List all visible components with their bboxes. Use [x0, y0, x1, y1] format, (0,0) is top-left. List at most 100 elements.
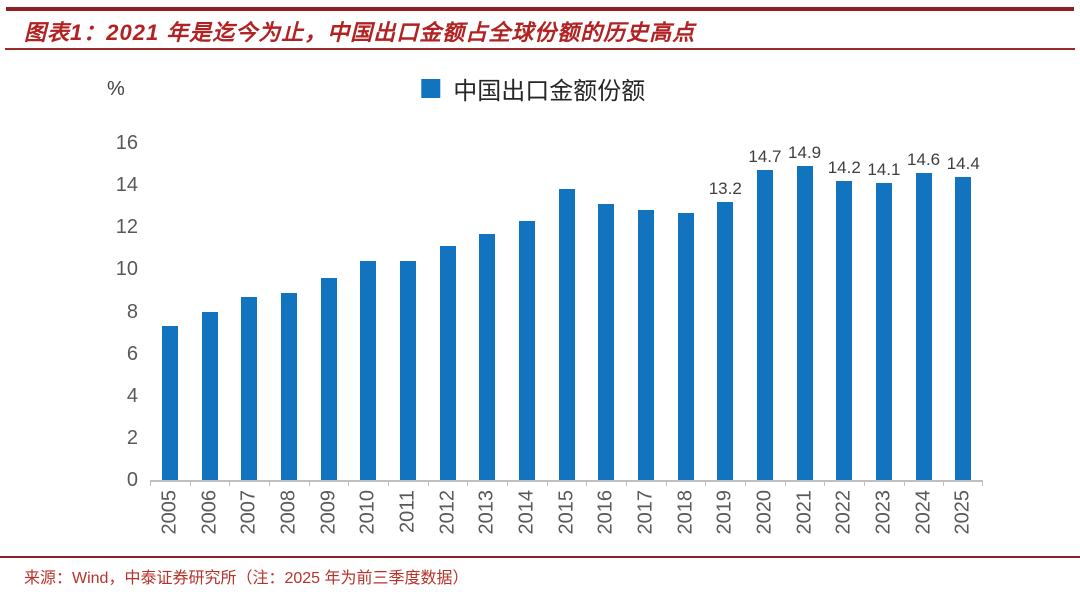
x-axis-tick-label: 2024 [912, 490, 935, 535]
bar-cell: 2011 [388, 143, 428, 533]
bar-cell: 13.2 2019 [705, 143, 745, 535]
bar [558, 189, 575, 480]
bar-value-label: 14.6 [907, 149, 941, 169]
x-axis-tick [427, 480, 429, 486]
y-tick-label: 14 [115, 174, 138, 197]
bar [756, 170, 773, 480]
x-axis-tick [229, 480, 231, 486]
bar-value-label: 13.2 [708, 178, 742, 198]
x-axis-tick-label: 2011 [396, 490, 419, 534]
bar [161, 326, 178, 480]
x-axis-tick-label: 2023 [872, 490, 895, 535]
bar [836, 180, 853, 480]
x-axis-tick-label: 2014 [515, 490, 538, 535]
x-axis-tick [269, 480, 271, 486]
figure-title: 图表1：2021 年是迄今为止，中国出口金额占全球份额的历史高点 [24, 20, 696, 45]
bar [796, 166, 813, 480]
bar-series: 2005 2006 2007 2008 2009 2010 2011 2012 2013 2014… [150, 143, 984, 535]
bar-cell: 2016 [586, 143, 626, 535]
title-divider [5, 48, 1075, 50]
bar-cell: 14.9 2021 [784, 143, 825, 535]
x-axis-tick-label: 2009 [317, 490, 340, 535]
bar-cell: 2018 [665, 143, 706, 535]
y-tick-label: 6 [126, 342, 138, 365]
x-axis-tick [189, 480, 191, 486]
x-axis-tick-label: 2005 [158, 490, 181, 535]
x-axis-tick-label: 2007 [237, 490, 260, 535]
bar [955, 176, 972, 480]
x-axis-tick-label: 2018 [674, 490, 697, 535]
bar [518, 220, 535, 480]
x-axis-tick [507, 480, 509, 486]
x-axis-tick-label: 2006 [198, 490, 220, 535]
x-axis-tick-label: 2008 [277, 490, 300, 535]
bar-value-label: 14.2 [827, 157, 861, 177]
x-axis-tick-label: 2022 [832, 490, 855, 535]
y-axis-tick-labels: 0 2 4 6 8 10 12 14 16 [60, 0, 138, 592]
y-tick-label: 16 [115, 132, 138, 154]
top-divider [6, 7, 1074, 11]
bar-cell: 14.4 2025 [943, 143, 984, 535]
x-axis-tick-label: 2021 [793, 490, 816, 535]
bar [399, 260, 416, 480]
x-axis-tick [745, 480, 747, 486]
x-axis-tick [864, 480, 866, 486]
bar-cell: 2014 [507, 143, 547, 535]
bar-value-label: 14.7 [748, 147, 782, 167]
x-axis-tick-label: 2015 [555, 490, 578, 535]
bar-cell: 2007 [229, 143, 269, 535]
bar [280, 292, 297, 480]
x-axis-tick-label: 2012 [436, 490, 459, 535]
bar [439, 246, 456, 480]
x-axis-tick [943, 480, 945, 486]
y-tick-label: 12 [115, 216, 138, 239]
bar [598, 204, 615, 480]
legend-series-label: 中国出口金额份额 [453, 78, 646, 105]
x-axis-tick [586, 480, 588, 486]
y-tick-label: 10 [115, 258, 138, 281]
bar [479, 233, 496, 480]
source-note: 来源：Wind，中泰证券研究所（注：2025 年为前三季度数据） [24, 570, 469, 587]
bar-cell: 2006 [189, 143, 230, 535]
x-axis-tick-label: 2020 [753, 490, 776, 535]
bar-cell: 2008 [269, 143, 309, 535]
y-tick-label: 8 [126, 300, 138, 323]
y-tick-label: 0 [126, 469, 138, 491]
bar [677, 212, 694, 480]
x-axis-tick-label: 2010 [356, 490, 379, 535]
bar-cell: 14.2 2022 [824, 143, 864, 535]
x-axis-tick [665, 480, 667, 486]
bar [201, 311, 218, 480]
bar-cell: 2017 [626, 143, 666, 535]
bar-value-label: 14.4 [946, 153, 980, 173]
x-axis-tick-label: 2025 [951, 490, 974, 535]
bar-cell: 2010 [348, 143, 388, 535]
x-axis-tick [903, 480, 905, 486]
bar [241, 296, 258, 480]
y-axis-unit: % [107, 78, 125, 100]
x-axis-tick [348, 480, 350, 486]
bar-cell: 2005 [150, 143, 190, 535]
x-axis-tick [784, 480, 786, 486]
x-axis-tick [705, 480, 707, 486]
bar [875, 183, 892, 480]
x-axis-tick [467, 480, 469, 486]
bar-cell: 2012 [427, 143, 468, 535]
x-axis-tick-label: 2019 [713, 490, 736, 535]
y-tick-label: 2 [126, 426, 138, 449]
x-axis-tick-label: 2017 [634, 490, 657, 535]
y-tick-label: 4 [126, 384, 138, 407]
bar-cell: 14.6 2024 [903, 143, 944, 535]
plot-area: 2005 2006 2007 2008 2009 2010 2011 2012 2013 2014… [150, 143, 984, 535]
x-axis-tick [308, 480, 310, 486]
x-axis-tick [824, 480, 826, 486]
bar-cell: 2009 [308, 143, 349, 535]
legend-swatch-icon [421, 79, 441, 98]
x-axis-tick [388, 480, 390, 486]
x-axis-tick [626, 480, 628, 486]
bottom-divider [0, 556, 1080, 558]
x-axis-tick [150, 480, 151, 486]
bar [320, 277, 337, 480]
bar [360, 260, 377, 480]
